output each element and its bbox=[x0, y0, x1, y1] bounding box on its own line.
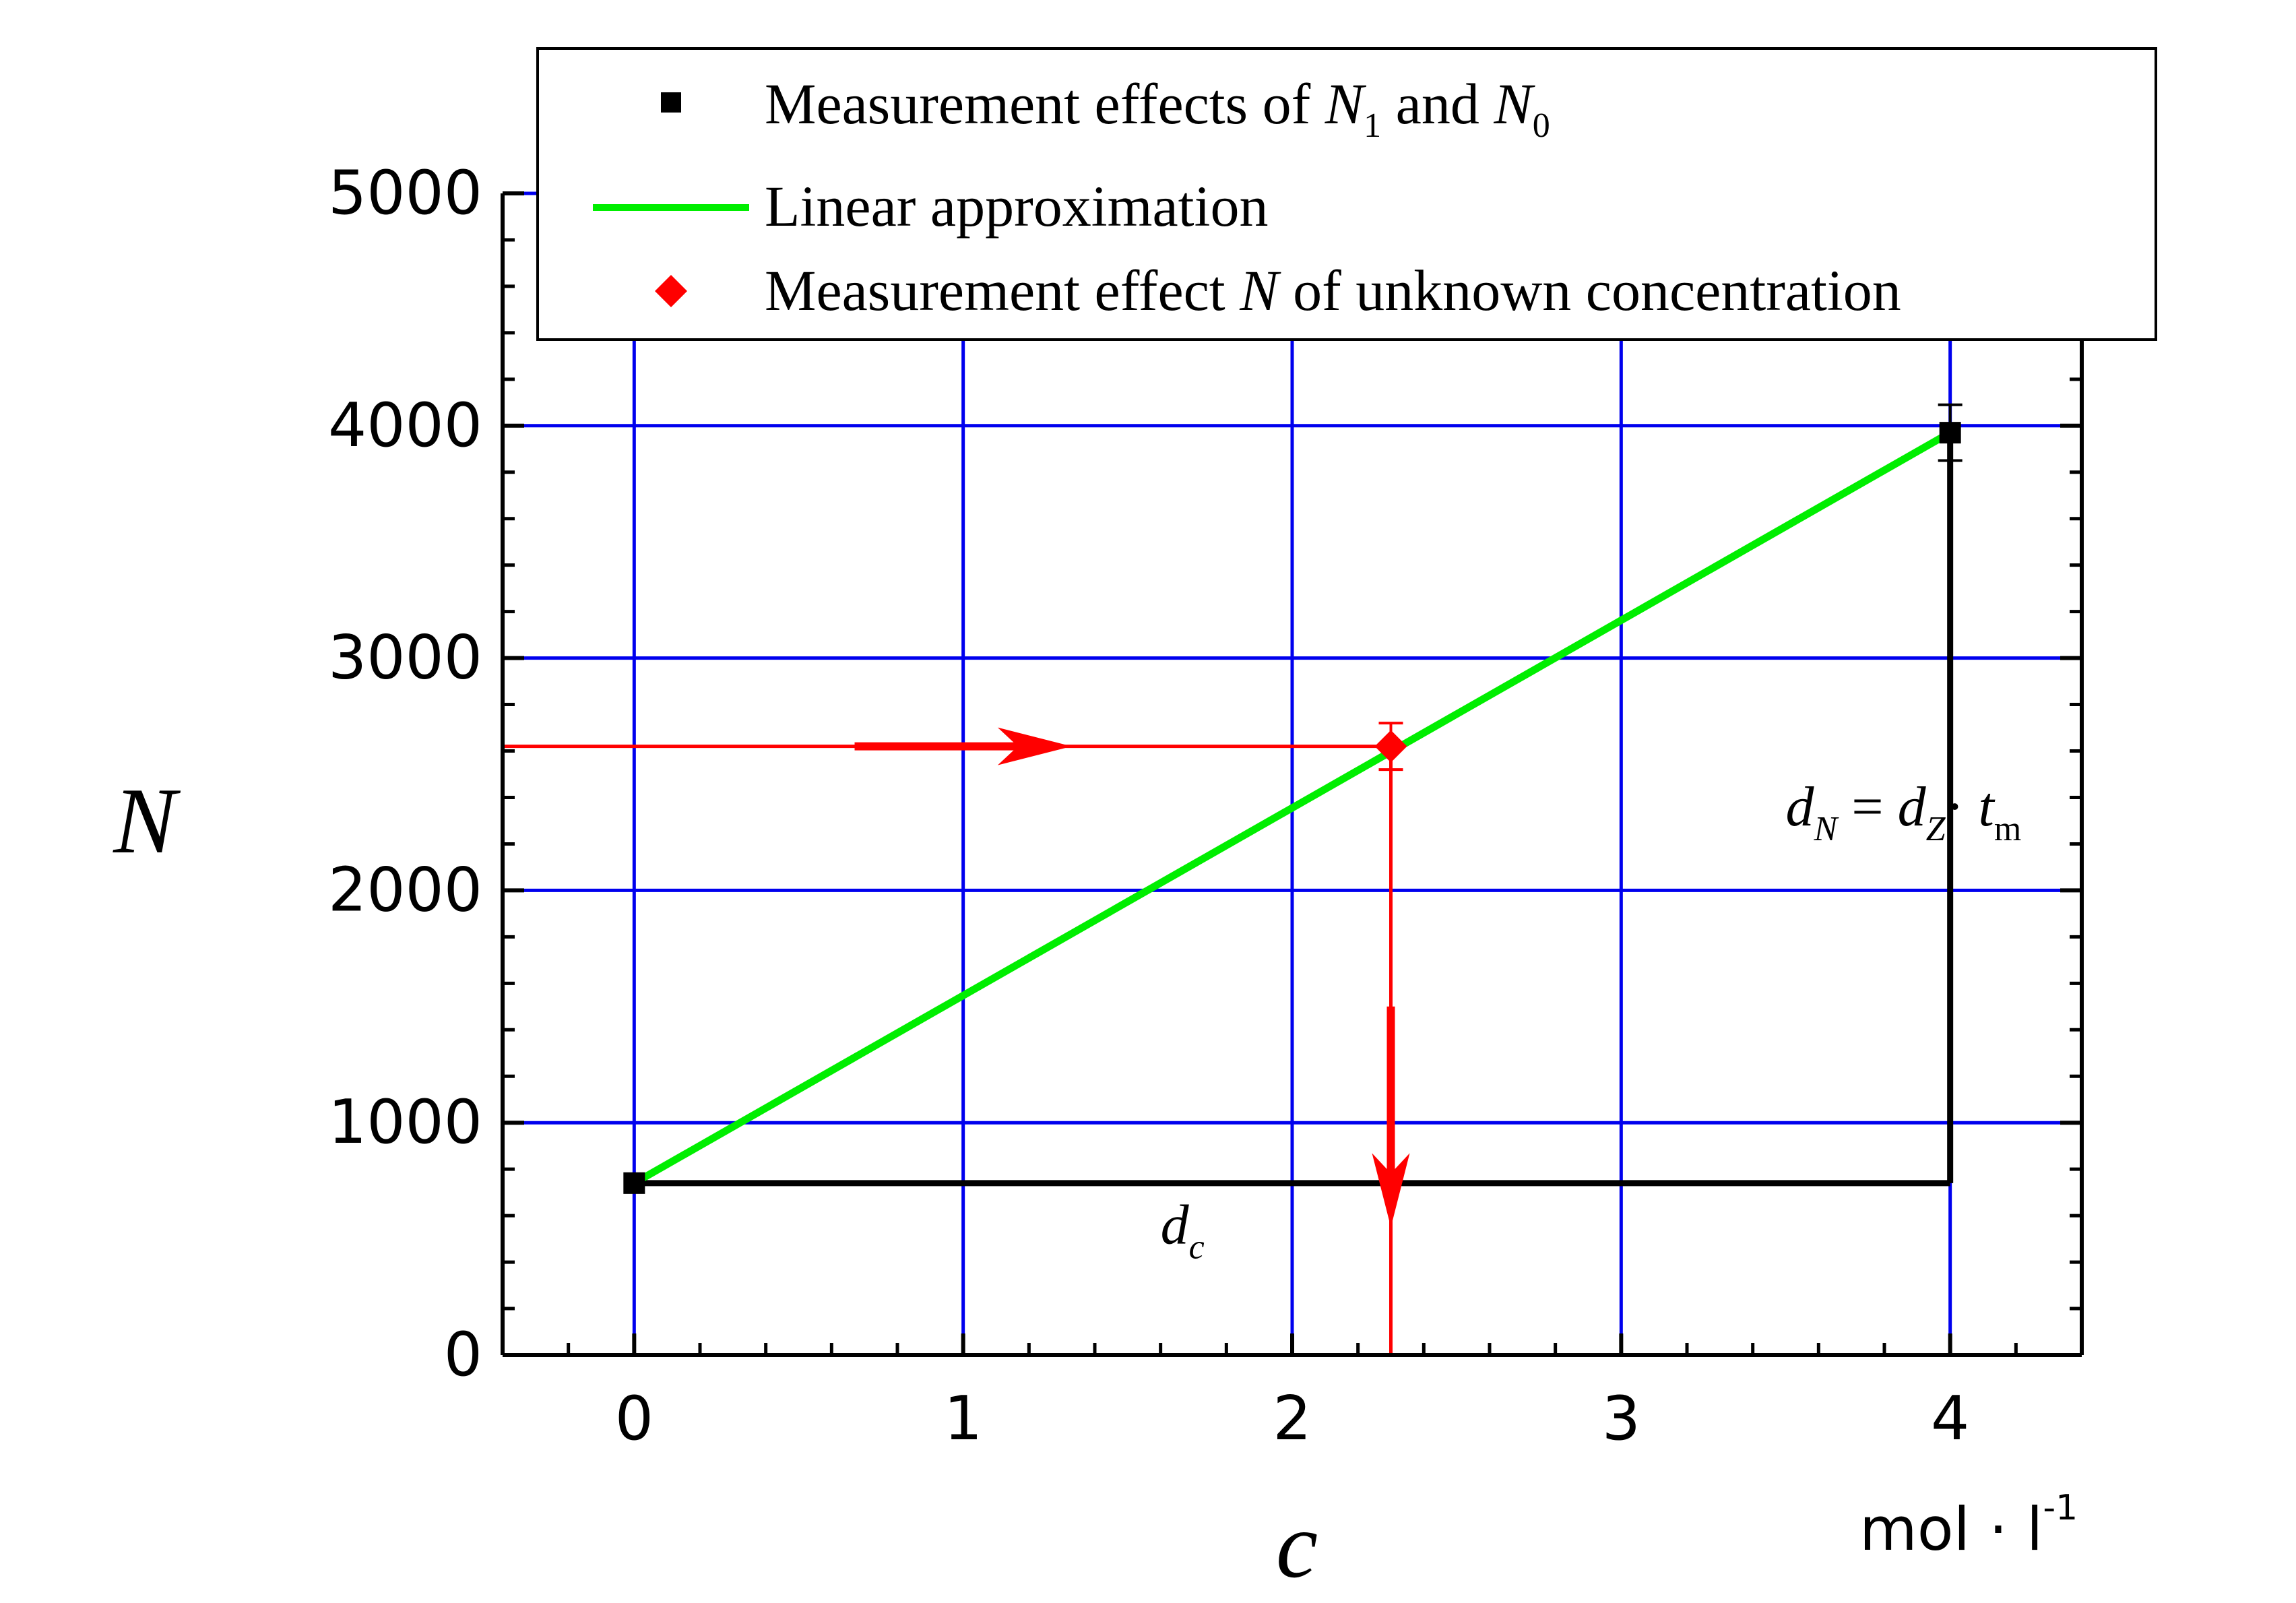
y-tick-label: 4000 bbox=[328, 390, 482, 461]
y-tick-label: 5000 bbox=[328, 158, 482, 228]
arrow-down-head bbox=[1372, 1153, 1410, 1228]
x-axis-unit-exponent: -1 bbox=[2043, 1488, 2078, 1528]
x-axis-unit-text: mol · l bbox=[1859, 1495, 2043, 1564]
data-point-n0 bbox=[623, 1172, 645, 1194]
x-tick-label: 4 bbox=[1931, 1383, 1969, 1454]
x-axis-unit: mol · l-1 bbox=[1859, 1488, 2078, 1564]
legend-entry-linear-approximation: Linear approximation bbox=[765, 174, 1268, 239]
data-point-n1 bbox=[1939, 422, 1961, 444]
annotation-dn-equation: dN = dZ· tm bbox=[1786, 776, 2022, 848]
legend-entry-measurement-effects: Measurement effects of N1 and N0 bbox=[765, 71, 1550, 145]
data-point-unknown bbox=[1374, 730, 1407, 763]
x-tick-label: 3 bbox=[1602, 1383, 1640, 1454]
plot-area bbox=[503, 403, 1963, 1355]
legend-box bbox=[536, 47, 2157, 341]
annotation-dc: dc bbox=[1161, 1193, 1205, 1266]
y-tick-label: 2000 bbox=[328, 854, 482, 925]
x-tick-label: 1 bbox=[944, 1383, 982, 1454]
x-tick-label: 0 bbox=[615, 1383, 653, 1454]
x-axis-title: c bbox=[1276, 1493, 1318, 1598]
x-tick-label: 2 bbox=[1273, 1383, 1311, 1454]
y-tick-label: 0 bbox=[444, 1319, 482, 1390]
legend-square-marker bbox=[661, 92, 681, 113]
axes: 0 1000 2000 3000 4000 5000 0 1 2 3 4 bbox=[328, 158, 2084, 1454]
arrow-right-head bbox=[997, 727, 1072, 765]
legend: Measurement effects of N1 and N0 Linear … bbox=[536, 47, 2157, 341]
linear-approximation-line bbox=[632, 429, 1952, 1187]
legend-red-diamond-marker bbox=[655, 275, 687, 307]
y-tick-label: 1000 bbox=[328, 1087, 482, 1158]
y-axis-title: N bbox=[112, 769, 181, 873]
y-tick-label: 3000 bbox=[328, 623, 482, 693]
legend-entry-unknown-concentration: Measurement effect N of unknown concentr… bbox=[765, 258, 1901, 323]
